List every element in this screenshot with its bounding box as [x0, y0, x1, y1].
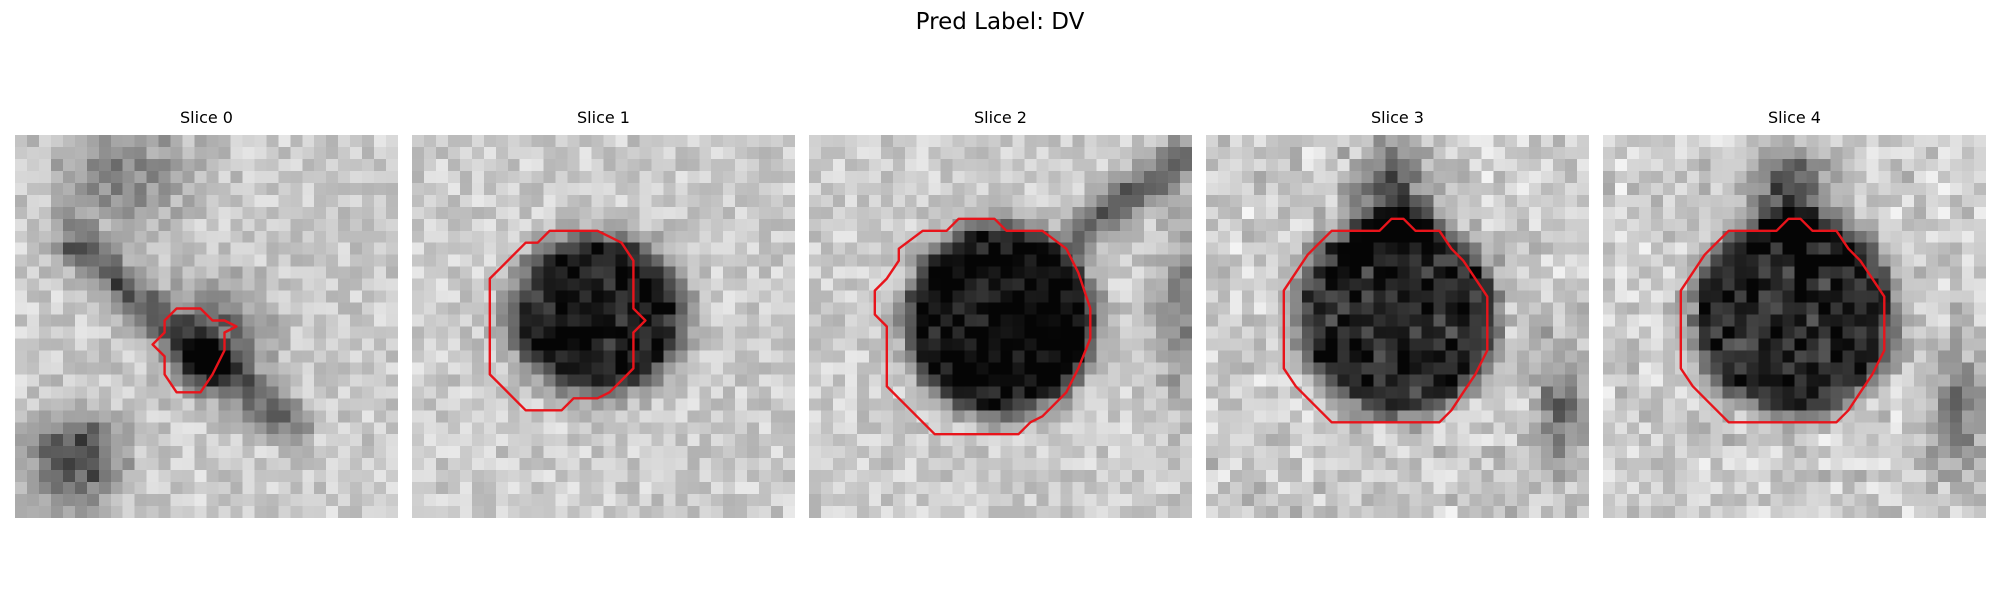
slice-panel-4: Slice 4: [1603, 108, 1986, 518]
slice-image-3: [1206, 135, 1589, 518]
segmentation-contour-4: [1679, 217, 1886, 424]
slice-panel-0: Slice 0: [15, 108, 398, 518]
segmentation-contour-2: [873, 217, 1092, 436]
slice-panel-2: Slice 2: [809, 108, 1192, 518]
slice-panel-3: Slice 3: [1206, 108, 1589, 518]
slice-image-1: [412, 135, 795, 518]
slice-panel-1: Slice 1: [412, 108, 795, 518]
slice-title-1: Slice 1: [577, 108, 630, 127]
segmentation-contour-1: [488, 229, 647, 412]
segmentation-contour-0: [151, 307, 238, 394]
slice-image-0: [15, 135, 398, 518]
segmentation-contour-3: [1282, 217, 1489, 424]
slice-title-4: Slice 4: [1768, 108, 1821, 127]
slice-title-0: Slice 0: [180, 108, 233, 127]
slice-image-4: [1603, 135, 1986, 518]
slice-title-2: Slice 2: [974, 108, 1027, 127]
slice-image-2: [809, 135, 1192, 518]
slice-title-3: Slice 3: [1371, 108, 1424, 127]
figure-title: Pred Label: DV: [915, 9, 1085, 35]
